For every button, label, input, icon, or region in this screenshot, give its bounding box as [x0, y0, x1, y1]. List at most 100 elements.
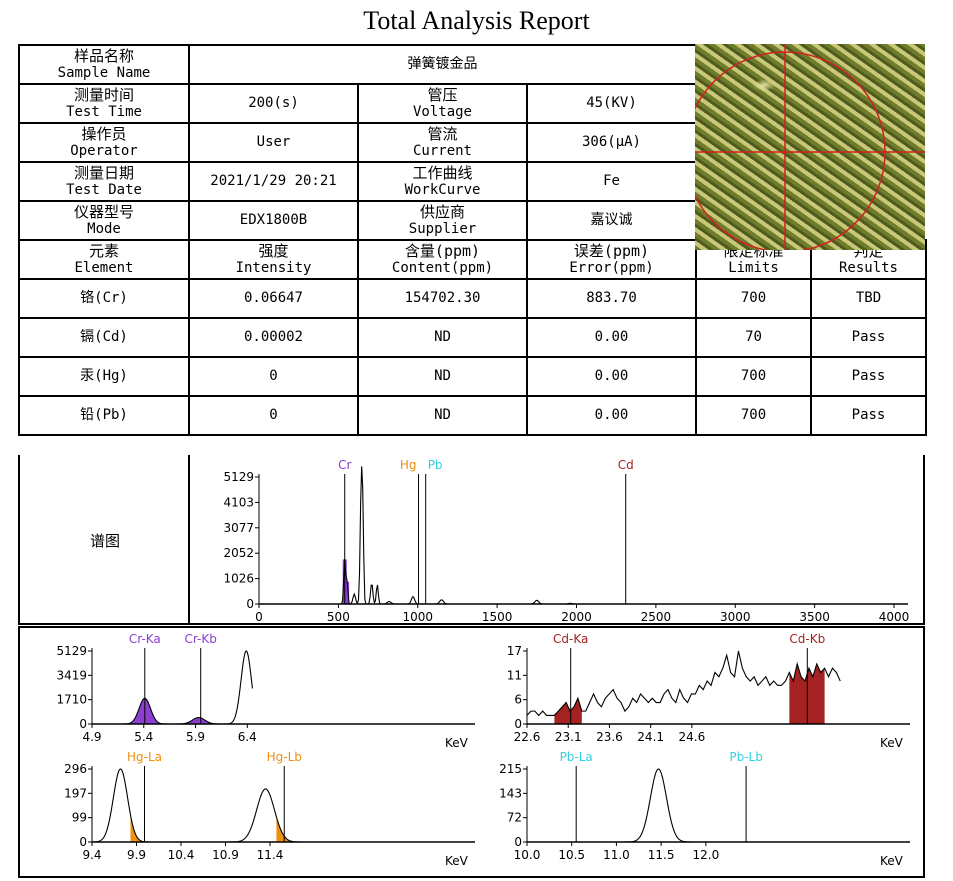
current-value: 306(μA) — [526, 122, 697, 163]
table-row: 铅(Pb) 0 ND 0.00 700 Pass — [18, 395, 927, 436]
intensity-cell: 0 — [188, 356, 359, 397]
x-tick-label: 10.9 — [212, 848, 239, 862]
workcurve-value: Fe — [526, 161, 697, 202]
peak-fill — [130, 814, 145, 842]
y-tick-label: 72 — [507, 811, 522, 825]
content-cell: ND — [357, 395, 528, 436]
element-cell: 镉(Cd) — [18, 317, 190, 358]
spectrum-curve — [527, 768, 751, 843]
x-tick-label: 23.1 — [555, 730, 582, 744]
content-cell: ND — [357, 356, 528, 397]
report-table: 样品名称 Sample Name 弹簧镀金品 测量时间 Test Time 200(… — [18, 44, 927, 436]
y-tick-label: 3419 — [56, 668, 87, 682]
error-cell: 883.70 — [526, 278, 697, 319]
x-tick-label: 5.4 — [134, 730, 153, 744]
marker-label: Cr-Ka — [129, 632, 161, 646]
spectrum-curve — [91, 768, 306, 843]
x-tick-label: 10.4 — [168, 848, 195, 862]
marker-label: Hg — [400, 458, 417, 472]
header-error: 误差(ppm) Error(ppm) — [526, 239, 697, 280]
x-tick-label: 5.9 — [186, 730, 205, 744]
test-time-label: 测量时间 Test Time — [18, 83, 190, 124]
x-tick-label: 11.4 — [257, 848, 284, 862]
marker-label: Pb — [428, 458, 443, 472]
operator-value: User — [188, 122, 359, 163]
x-tick-label: 11.0 — [603, 848, 630, 862]
element-cell: 铬(Cr) — [18, 278, 190, 319]
limit-cell: 700 — [695, 395, 812, 436]
test-date-value: 2021/1/29 20:21 — [188, 161, 359, 202]
x-tick-label: 11.5 — [648, 848, 675, 862]
y-tick-label: 0 — [514, 717, 522, 731]
sample-photo — [695, 44, 925, 250]
y-tick-label: 2052 — [223, 546, 254, 560]
mode-label: 仪器型号 Mode — [18, 200, 190, 241]
report-title: Total Analysis Report — [363, 6, 590, 35]
intensity-cell: 0.00002 — [188, 317, 359, 358]
limit-cell: 700 — [695, 356, 812, 397]
x-tick-label: 12.0 — [692, 848, 719, 862]
limit-cell: 700 — [695, 278, 812, 319]
x-tick-label: 22.6 — [514, 730, 541, 744]
x-axis-label: KeV — [880, 854, 904, 868]
chart-spectrum: 0 1026 2052 3077 4103 5129 0 500 1000 1500 2000 250… — [223, 458, 909, 624]
voltage-label: 管压 Voltage — [357, 83, 528, 124]
x-tick-label: 4000 — [879, 610, 910, 624]
intensity-cell: 0.06647 — [188, 278, 359, 319]
x-tick-label: 2500 — [641, 610, 672, 624]
y-tick-label: 0 — [514, 835, 522, 849]
x-tick-label: 2000 — [561, 610, 592, 624]
error-cell: 0.00 — [526, 317, 697, 358]
marker-label: Cd-Ka — [553, 632, 588, 646]
y-tick-label: 3077 — [223, 521, 254, 535]
y-tick-label: 143 — [499, 786, 522, 800]
y-tick-label: 17 — [507, 644, 522, 658]
x-tick-label: 24.6 — [679, 730, 706, 744]
chart-pb: 0 72 143 215 10.0 10.5 11.0 11.5 12.0 KeV Pb-La Pb-… — [499, 750, 910, 868]
header-intensity: 强度 Intensity — [188, 239, 359, 280]
x-axis-label: KeV — [880, 736, 904, 750]
chart-cd: 0 6 11 17 22.6 23.1 23.6 24.1 24.6 KeV Cd-Ka Cd-Kb — [507, 632, 910, 750]
operator-label: 操作员 Operator — [18, 122, 190, 163]
y-tick-label: 0 — [79, 717, 87, 731]
marker-label: Cr-Kb — [185, 632, 217, 646]
marker-label: Cd-Kb — [789, 632, 825, 646]
spectrum-curve — [259, 466, 894, 605]
voltage-value: 45(KV) — [526, 83, 697, 124]
x-tick-label: 500 — [327, 610, 350, 624]
y-tick-label: 4103 — [223, 495, 254, 509]
y-tick-label: 1710 — [56, 693, 87, 707]
element-zoom-panel — [18, 626, 925, 878]
result-cell: Pass — [810, 356, 927, 397]
x-axis-label: KeV — [445, 854, 469, 868]
x-tick-label: 1000 — [402, 610, 433, 624]
chart-cr: 0 1710 3419 5129 4.9 5.4 5.9 6.4 KeV Cr-Ka Cr-Kb — [56, 632, 475, 750]
chart-hg: 0 99 197 296 9.4 9.9 10.4 10.9 11.4 KeV Hg-La Hg-Lb — [64, 750, 475, 868]
x-axis-label: KeV — [445, 736, 469, 750]
table-row: 汞(Hg) 0 ND 0.00 700 Pass — [18, 356, 927, 397]
x-tick-label: 1500 — [482, 610, 513, 624]
element-cell: 汞(Hg) — [18, 356, 190, 397]
spectrum-label: 谱图 — [89, 532, 120, 550]
y-tick-label: 0 — [246, 597, 254, 611]
result-cell: Pass — [810, 395, 927, 436]
workcurve-label: 工作曲线 WorkCurve — [357, 161, 528, 202]
y-tick-label: 0 — [79, 835, 87, 849]
current-label: 管流 Current — [357, 122, 528, 163]
marker-label: Cd — [618, 458, 634, 472]
y-tick-label: 99 — [72, 811, 87, 825]
y-tick-label: 11 — [507, 668, 522, 682]
table-row: 镉(Cd) 0.00002 ND 0.00 70 Pass — [18, 317, 927, 358]
y-tick-label: 6 — [514, 693, 522, 707]
x-tick-label: 0 — [255, 610, 263, 624]
marker-label: Pb-La — [560, 750, 593, 764]
supplier-value: 嘉议诚 — [526, 200, 697, 241]
limit-cell: 70 — [695, 317, 812, 358]
test-date-label: 测量日期 Test Date — [18, 161, 190, 202]
spectrum-section: 谱图 — [18, 455, 925, 625]
spectrum-curve — [92, 650, 254, 725]
header-element: 元素 Element — [18, 239, 190, 280]
marker-label: Hg-Lb — [267, 750, 302, 764]
x-tick-label: 6.4 — [238, 730, 257, 744]
